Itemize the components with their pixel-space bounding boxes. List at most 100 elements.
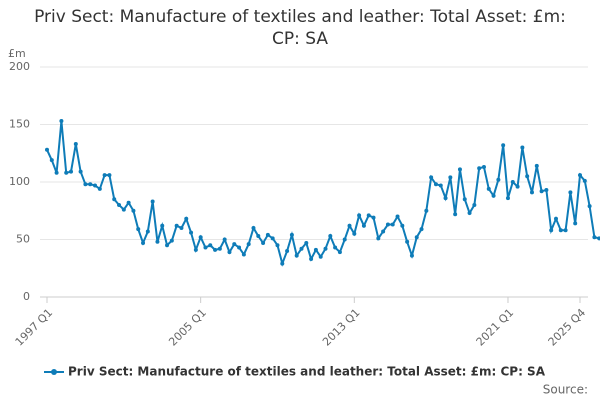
point — [429, 175, 434, 180]
point — [592, 235, 597, 240]
point — [505, 196, 510, 201]
point — [169, 238, 174, 243]
point — [126, 200, 131, 205]
point — [400, 223, 405, 228]
point — [477, 166, 482, 171]
point — [433, 182, 438, 187]
point — [261, 240, 266, 245]
point — [361, 223, 366, 228]
point — [573, 221, 578, 226]
point — [385, 222, 390, 227]
point — [270, 236, 275, 241]
point — [481, 165, 486, 170]
point — [467, 211, 472, 216]
point — [299, 246, 304, 251]
point — [529, 190, 534, 195]
point — [121, 207, 126, 212]
point — [390, 222, 395, 227]
point — [457, 167, 462, 172]
point — [491, 193, 496, 198]
point — [462, 197, 467, 202]
point — [539, 189, 544, 194]
point — [208, 243, 213, 248]
point — [357, 213, 362, 218]
point — [78, 169, 83, 174]
point — [155, 239, 160, 244]
point — [304, 240, 309, 245]
point — [587, 204, 592, 209]
point — [246, 242, 251, 247]
point — [510, 180, 515, 184]
point — [520, 145, 525, 150]
point — [553, 216, 558, 221]
point — [376, 236, 381, 241]
point — [203, 245, 208, 250]
point — [280, 261, 285, 266]
x-tick-label: 2005 Q1 — [166, 306, 209, 349]
y-tick-label: 100 — [9, 175, 30, 188]
point — [73, 142, 78, 147]
point — [342, 237, 347, 242]
y-tick-label: 50 — [16, 233, 30, 246]
point — [318, 254, 323, 259]
point — [131, 208, 136, 213]
point — [179, 226, 184, 230]
y-tick-label: 200 — [9, 60, 30, 73]
point — [227, 250, 232, 255]
point — [88, 182, 93, 187]
point — [107, 173, 112, 178]
y-tick-label: 0 — [23, 290, 30, 303]
series-line — [46, 120, 600, 267]
point — [45, 147, 49, 152]
point — [549, 228, 554, 233]
legend-marker — [51, 369, 57, 375]
point — [438, 183, 443, 188]
point — [251, 226, 256, 230]
point — [337, 250, 342, 255]
point — [558, 228, 563, 233]
point — [141, 240, 146, 245]
point — [285, 249, 290, 253]
point — [54, 170, 59, 175]
point — [448, 175, 453, 180]
point — [366, 213, 371, 218]
point — [414, 235, 419, 240]
point — [145, 229, 150, 234]
point — [49, 158, 54, 163]
point — [150, 199, 155, 204]
point — [443, 196, 448, 201]
point — [405, 239, 410, 244]
point — [232, 242, 237, 247]
point — [395, 214, 400, 219]
point — [534, 163, 539, 168]
point — [347, 223, 352, 228]
point — [275, 243, 280, 248]
point — [241, 252, 246, 257]
point — [265, 232, 270, 237]
point — [371, 215, 376, 220]
point — [93, 183, 98, 188]
y-axis-unit: £m — [8, 47, 26, 60]
point — [189, 230, 194, 235]
point — [309, 257, 314, 262]
point — [184, 216, 189, 221]
point — [409, 253, 414, 258]
x-tick-label: 1997 Q1 — [13, 306, 56, 349]
x-tick-label: 2025 Q4 — [546, 306, 589, 349]
point — [102, 173, 107, 178]
point — [59, 119, 64, 124]
point — [256, 234, 261, 239]
point — [313, 247, 318, 252]
point — [419, 227, 424, 232]
chart-title: Priv Sect: Manufacture of textiles and l… — [34, 7, 566, 49]
point — [198, 235, 203, 240]
point — [64, 170, 69, 175]
point — [453, 212, 458, 217]
x-tick-label: 2021 Q1 — [474, 306, 517, 349]
point — [174, 223, 179, 228]
point — [217, 246, 222, 251]
point — [165, 243, 170, 248]
point — [323, 246, 328, 251]
